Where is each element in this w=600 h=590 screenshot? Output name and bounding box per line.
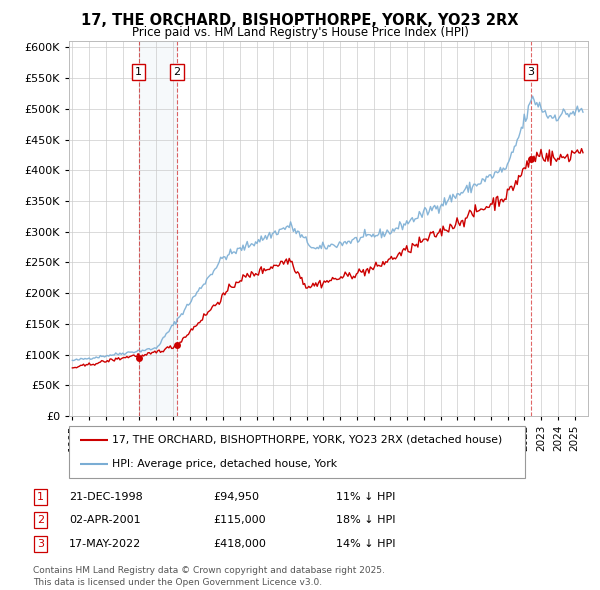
Text: £94,950: £94,950 [213, 492, 259, 502]
Text: £115,000: £115,000 [213, 516, 266, 525]
Text: 1: 1 [136, 67, 142, 77]
Text: 2: 2 [37, 516, 44, 525]
Text: 11% ↓ HPI: 11% ↓ HPI [336, 492, 395, 502]
Text: 1: 1 [37, 492, 44, 502]
Text: Contains HM Land Registry data © Crown copyright and database right 2025.
This d: Contains HM Land Registry data © Crown c… [33, 566, 385, 587]
Text: 21-DEC-1998: 21-DEC-1998 [69, 492, 143, 502]
FancyBboxPatch shape [69, 426, 525, 478]
Text: 18% ↓ HPI: 18% ↓ HPI [336, 516, 395, 525]
Text: £418,000: £418,000 [213, 539, 266, 549]
Bar [139, 41, 177, 416]
Text: 2: 2 [173, 67, 181, 77]
Text: 14% ↓ HPI: 14% ↓ HPI [336, 539, 395, 549]
Text: 3: 3 [37, 539, 44, 549]
Text: HPI: Average price, detached house, York: HPI: Average price, detached house, York [112, 459, 337, 469]
Text: 17, THE ORCHARD, BISHOPTHORPE, YORK, YO23 2RX: 17, THE ORCHARD, BISHOPTHORPE, YORK, YO2… [81, 13, 519, 28]
Text: 17-MAY-2022: 17-MAY-2022 [69, 539, 141, 549]
Text: Price paid vs. HM Land Registry's House Price Index (HPI): Price paid vs. HM Land Registry's House … [131, 26, 469, 39]
Text: 17, THE ORCHARD, BISHOPTHORPE, YORK, YO23 2RX (detached house): 17, THE ORCHARD, BISHOPTHORPE, YORK, YO2… [112, 435, 503, 445]
Text: 02-APR-2001: 02-APR-2001 [69, 516, 140, 525]
Text: 3: 3 [527, 67, 534, 77]
